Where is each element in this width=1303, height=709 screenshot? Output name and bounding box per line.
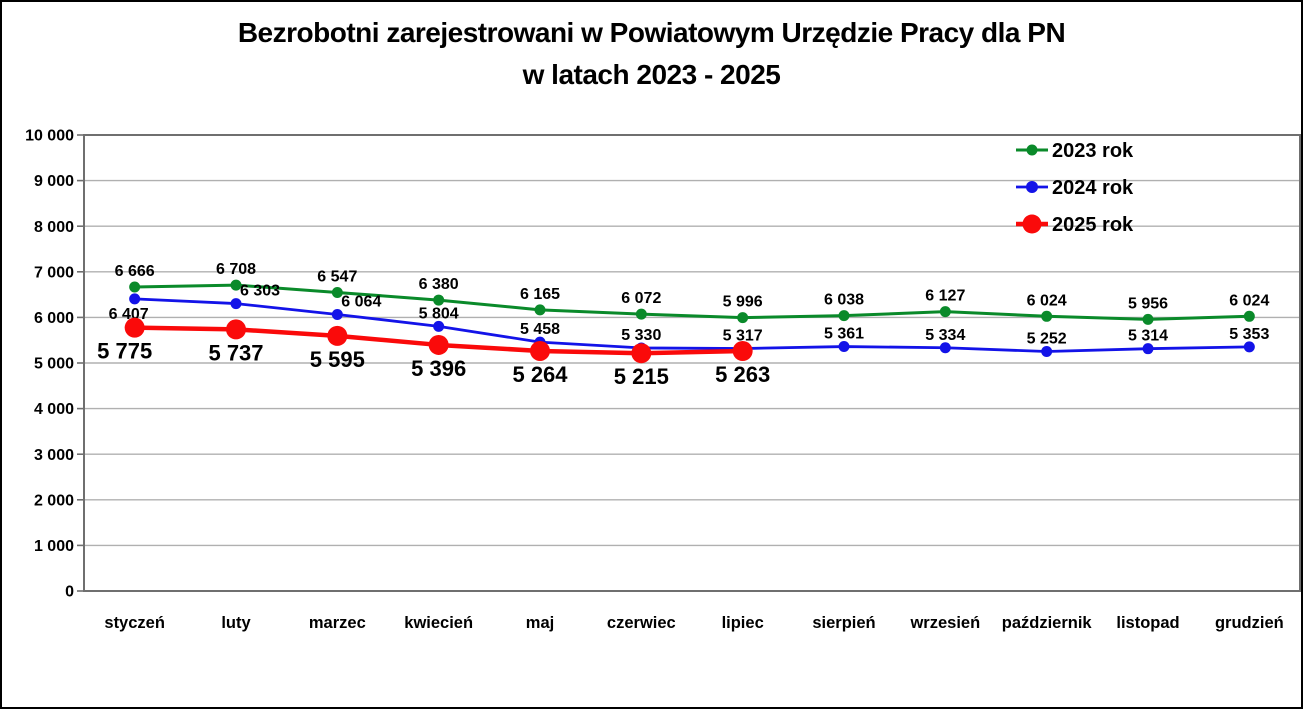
data-point-label: 6 303 [240, 283, 280, 300]
data-point-marker [838, 341, 850, 353]
data-point-marker [327, 325, 348, 346]
data-point-marker [838, 310, 850, 322]
data-point-label: 5 956 [1128, 295, 1168, 312]
data-point-marker [428, 334, 449, 355]
data-point-label: 5 330 [621, 327, 661, 344]
data-point-label: 6 380 [419, 276, 459, 293]
x-axis-label: luty [221, 614, 251, 632]
data-point-marker [129, 281, 141, 293]
data-point-label: 6 165 [520, 286, 560, 303]
data-point-label: 5 775 [97, 339, 152, 364]
data-point-marker [631, 343, 652, 364]
data-point-marker [737, 312, 749, 324]
legend-marker [1026, 181, 1038, 193]
y-axis-label: 7 000 [34, 264, 74, 281]
data-point-label: 5 804 [419, 305, 459, 322]
data-point-marker [1041, 346, 1053, 358]
y-axis-label: 1 000 [34, 538, 74, 555]
data-point-label: 5 215 [614, 364, 669, 389]
data-point-label: 5 334 [925, 327, 965, 344]
data-point-label: 6 038 [824, 292, 864, 309]
data-point-label: 5 263 [715, 362, 770, 387]
chart-title: Bezrobotni zarejestrowani w Powiatowym U… [237, 17, 1066, 48]
data-point-label: 6 024 [1027, 292, 1067, 309]
data-point-marker [939, 342, 951, 354]
data-point-marker [939, 306, 951, 318]
y-axis-label: 5 000 [34, 356, 74, 373]
data-point-label: 6 547 [317, 268, 357, 285]
y-axis-label: 8 000 [34, 219, 74, 236]
data-point-label: 5 595 [310, 347, 365, 372]
y-axis-label: 3 000 [34, 447, 74, 464]
data-point-label: 6 127 [925, 288, 965, 305]
data-point-marker [124, 317, 145, 338]
x-axis-label: sierpień [812, 614, 875, 632]
legend-item-2025-rok: 2025 rok [1016, 214, 1134, 236]
chart-subtitle: w latach 2023 - 2025 [522, 59, 781, 90]
plot-area-border [83, 134, 1301, 592]
data-point-label: 5 317 [723, 328, 763, 345]
legend-marker [1026, 144, 1038, 156]
y-axis-label: 6 000 [34, 310, 74, 327]
x-axis-label: styczeń [104, 614, 165, 632]
data-point-marker [433, 320, 445, 332]
data-point-marker [635, 308, 647, 320]
series-line-2023-rok [133, 283, 1251, 321]
data-point-label: 5 396 [411, 356, 466, 381]
data-point-marker [230, 279, 242, 291]
data-point-label: 5 264 [512, 362, 568, 387]
chart-title-block: Bezrobotni zarejestrowani w Powiatowym U… [2, 12, 1301, 96]
data-point-marker [1142, 343, 1154, 355]
legend-label: 2023 rok [1052, 140, 1134, 162]
data-point-label: 5 458 [520, 321, 560, 338]
data-point-marker [1243, 341, 1255, 353]
y-axis-label: 2 000 [34, 492, 74, 509]
data-point-marker [1041, 310, 1053, 322]
data-point-label: 5 314 [1128, 328, 1168, 345]
y-axis-label: 0 [65, 584, 74, 601]
data-point-marker [732, 341, 753, 362]
x-axis-label: lipiec [722, 614, 764, 632]
x-axis-label: grudzień [1215, 614, 1284, 632]
legend-item-2023-rok: 2023 rok [1016, 140, 1134, 162]
data-point-marker [1243, 310, 1255, 322]
x-axis-label: październik [1002, 614, 1093, 632]
legend-label: 2025 rok [1052, 214, 1134, 236]
data-point-marker [530, 340, 550, 361]
data-point-marker [230, 298, 242, 310]
data-point-label: 6 064 [341, 293, 381, 310]
x-axis-label: wrzesień [909, 614, 980, 632]
series-line-2024-rok [133, 297, 1251, 353]
data-point-label: 5 737 [208, 340, 263, 365]
data-point-label: 5 353 [1229, 326, 1269, 343]
data-point-marker [226, 319, 246, 340]
data-point-marker [331, 308, 343, 320]
data-point-marker [534, 304, 546, 316]
legend-marker [1022, 214, 1042, 234]
x-axis-label: czerwiec [607, 614, 676, 632]
data-point-label: 5 996 [723, 294, 763, 311]
data-point-marker [433, 294, 445, 306]
y-axis-label: 9 000 [34, 173, 74, 190]
y-axis-label: 4 000 [34, 401, 74, 418]
x-axis-label: marzec [309, 614, 366, 632]
data-point-marker [1142, 313, 1154, 325]
data-point-label: 6 024 [1229, 292, 1269, 309]
data-point-label: 6 708 [216, 261, 256, 278]
x-axis-label: maj [526, 614, 554, 632]
data-point-label: 5 361 [824, 326, 864, 343]
data-point-label: 6 072 [621, 290, 661, 307]
data-point-label: 5 252 [1027, 331, 1067, 348]
data-point-marker [129, 293, 141, 305]
y-axis-label: 10 000 [25, 128, 74, 145]
legend-label: 2024 rok [1052, 177, 1134, 199]
x-axis-label: listopad [1116, 614, 1179, 632]
data-point-marker [331, 286, 343, 298]
legend-item-2024-rok: 2024 rok [1016, 177, 1134, 199]
data-point-label: 6 666 [115, 263, 155, 280]
x-axis-label: kwiecień [404, 614, 473, 632]
